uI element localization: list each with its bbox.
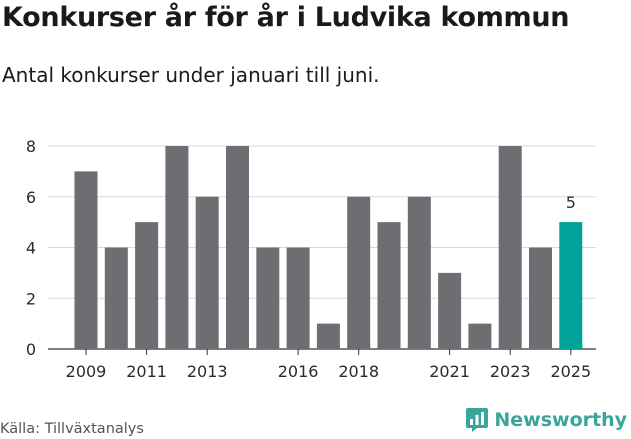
bar-chart: 5 0 2 4 6 8 2009 2011 2013 2016 2018 2021 2023 2025 (26, 137, 596, 381)
bar-2025 (559, 222, 583, 349)
bar-2020 (407, 196, 431, 349)
y-tick-label: 0 (26, 340, 36, 359)
y-tick-label: 6 (26, 188, 36, 207)
x-tick-label: 2025 (550, 362, 591, 381)
data-label-2025: 5 (566, 193, 576, 212)
x-tick-label: 2009 (66, 362, 107, 381)
source-note: Källa: Tillväxtanalys (0, 421, 144, 437)
bar-2024 (529, 247, 552, 349)
bar-2010 (104, 247, 128, 349)
chart-title: Konkurser år för år i Ludvika kommun (2, 2, 570, 33)
x-tick-label: 2011 (126, 362, 167, 381)
bars (74, 146, 583, 349)
bar-2023 (498, 146, 522, 349)
x-tick-label: 2013 (187, 362, 228, 381)
x-tick-label: 2021 (429, 362, 470, 381)
x-axis-ticks: 2009 2011 2013 2016 2018 2021 2023 2025 (66, 349, 591, 381)
y-tick-label: 8 (26, 137, 36, 156)
bar-2012 (165, 146, 189, 349)
bar-2014 (226, 146, 249, 349)
bar-2022 (468, 323, 492, 349)
bar-2015 (256, 247, 280, 349)
bar-2009 (74, 171, 98, 349)
y-tick-label: 4 (26, 239, 36, 258)
y-axis-ticks: 0 2 4 6 8 (26, 137, 36, 359)
y-tick-label: 2 (26, 289, 36, 308)
bar-2011 (135, 222, 159, 349)
bar-2019 (377, 222, 401, 349)
x-tick-label: 2016 (278, 362, 319, 381)
bar-2016 (286, 247, 310, 349)
logo-text: Newsworthy (494, 409, 627, 431)
x-tick-label: 2018 (338, 362, 379, 381)
x-tick-label: 2023 (490, 362, 531, 381)
newsworthy-logo: Newsworthy (465, 407, 627, 433)
bar-2018 (347, 196, 371, 349)
data-labels: 5 (566, 193, 576, 212)
bar-2013 (195, 196, 219, 349)
bar-chart-logo-icon (466, 408, 489, 432)
bar-2021 (438, 272, 462, 349)
bar-2017 (316, 323, 340, 349)
chart-subtitle: Antal konkurser under januari till juni. (2, 63, 380, 87)
